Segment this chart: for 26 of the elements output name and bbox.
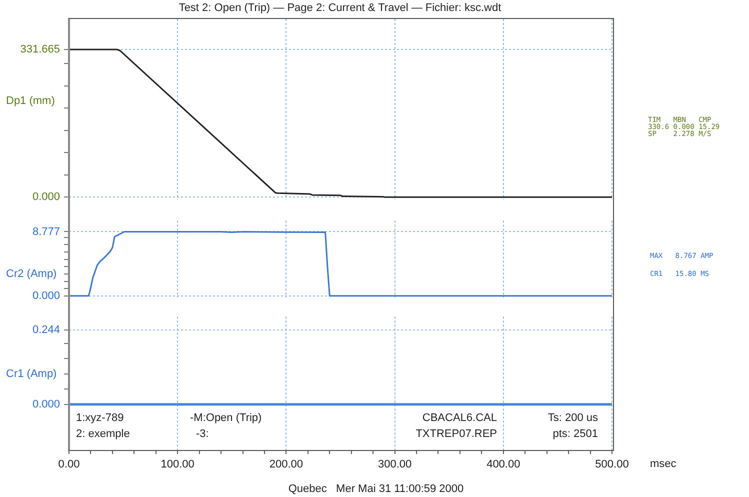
annotation: 1:xyz-789	[76, 412, 124, 424]
annotation: Ts: 200 us	[548, 412, 598, 424]
annotation: pts: 2501	[552, 428, 598, 440]
x-tick-label: 300.00	[378, 458, 412, 471]
y-tick-label: 0.000	[32, 398, 60, 410]
y-tick-label: 0.000	[32, 191, 60, 204]
annotation: -3:	[196, 428, 209, 440]
annotation: -M:Open (Trip)	[190, 412, 262, 424]
annotation: TXTREP07.REP	[416, 428, 497, 440]
x-tick-label: 100.00	[160, 458, 194, 471]
y-tick-label: 331.665	[20, 43, 60, 56]
y-axis-title: Cr1 (Amp)	[6, 368, 57, 380]
text: Quebec Mer Mai 31 11:00:59 2000	[288, 483, 464, 495]
x-tick-label: 200.00	[269, 458, 304, 471]
y-tick-label: 0.000	[32, 290, 60, 302]
x-tick-label: 0.00	[58, 458, 80, 471]
y-tick-label: 8.777	[32, 226, 60, 238]
x-axis-title: msec	[650, 458, 676, 470]
annotation: 2: exemple	[76, 428, 130, 440]
x-tick-label: 500.00	[595, 458, 629, 471]
y-tick-label: 0.244	[32, 324, 60, 336]
annotation: CBACAL6.CAL	[422, 412, 497, 424]
y-axis-title: Dp1 (mm)	[6, 95, 55, 107]
y-axis-title: Cr2 (Amp)	[6, 268, 57, 280]
x-tick-label: 400.00	[486, 458, 520, 471]
chart-title: Test 2: Open (Trip) — Page 2: Current & Travel — Fichier: ksc.wdt	[178, 2, 502, 14]
